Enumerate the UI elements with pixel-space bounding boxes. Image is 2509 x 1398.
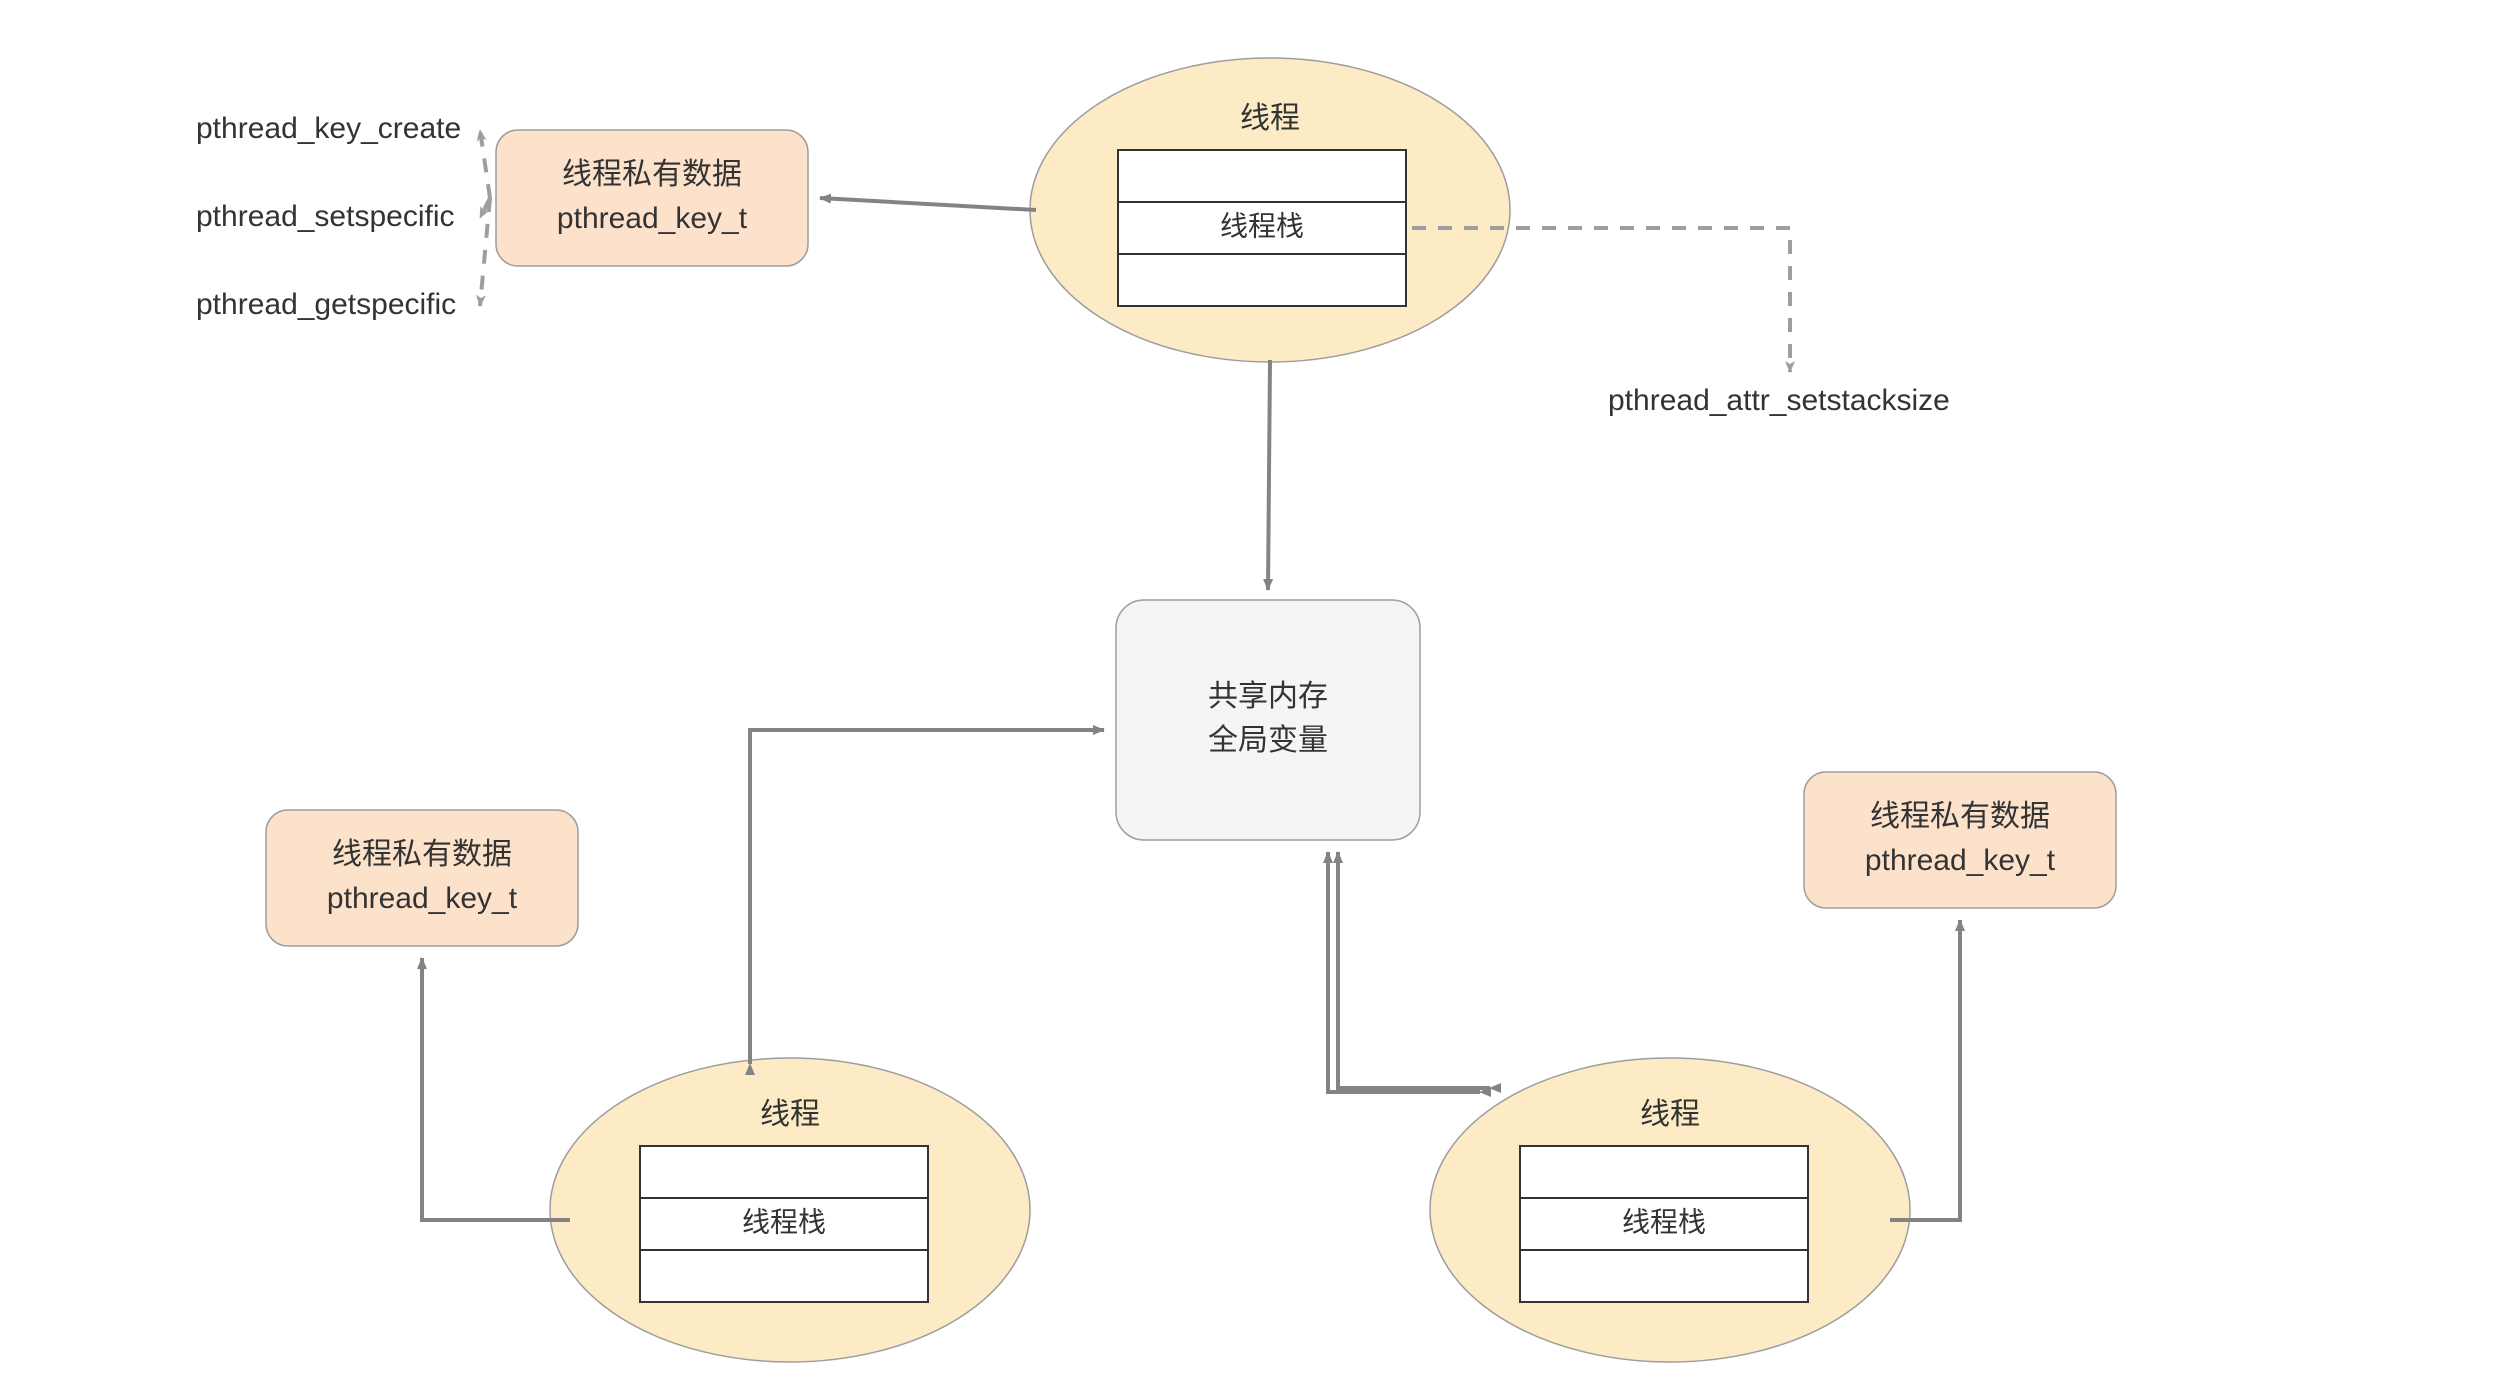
arrow-peach-to-api1 <box>480 130 490 198</box>
stack-row <box>1520 1146 1808 1198</box>
svg-text:线程私有数据: 线程私有数据 <box>332 838 512 871</box>
stack-row <box>640 1250 928 1302</box>
svg-text:线程栈: 线程栈 <box>1622 1206 1706 1237</box>
stack-row <box>1118 150 1406 202</box>
stack-row <box>1118 254 1406 306</box>
arrow-top-thread-to-shared <box>1268 360 1270 590</box>
svg-text:共享内存: 共享内存 <box>1208 680 1328 713</box>
svg-text:线程: 线程 <box>1240 102 1300 135</box>
stack-row <box>1520 1250 1808 1302</box>
thread-private-data-top <box>496 130 808 266</box>
svg-text:pthread_key_t: pthread_key_t <box>1865 844 2056 877</box>
stack-row <box>640 1146 928 1198</box>
arrow-peach-to-api3 <box>480 198 490 306</box>
svg-text:pthread_key_t: pthread_key_t <box>327 882 518 915</box>
arrow-left-thread-to-private <box>422 958 570 1220</box>
svg-text:线程: 线程 <box>1640 1098 1700 1131</box>
arrow-left-thread-to-shared <box>750 730 1104 1064</box>
svg-text:线程栈: 线程栈 <box>742 1206 826 1237</box>
tmp <box>1338 852 1490 1088</box>
svg-text:线程: 线程 <box>760 1098 820 1131</box>
api-pthread-setspecific: pthread_setspecific <box>196 200 455 233</box>
arrow-right-thread-to-shared <box>1328 852 1480 1092</box>
api-pthread-getspecific: pthread_getspecific <box>196 288 456 321</box>
svg-text:线程私有数据: 线程私有数据 <box>1870 800 2050 833</box>
pthread-diagram: 共享内存全局变量线程私有数据pthread_key_t线程私有数据pthread… <box>0 0 2509 1398</box>
svg-text:线程私有数据: 线程私有数据 <box>562 158 742 191</box>
thread-private-data-right <box>1804 772 2116 908</box>
svg-text:pthread_key_t: pthread_key_t <box>557 202 748 235</box>
thread-private-data-left <box>266 810 578 946</box>
arrow-top-thread-to-private <box>820 198 1036 210</box>
api-pthread-attr-setstacksize: pthread_attr_setstacksize <box>1608 384 1950 417</box>
shared-memory-box <box>1116 600 1420 840</box>
svg-text:线程栈: 线程栈 <box>1220 210 1304 241</box>
api-pthread-key-create: pthread_key_create <box>196 112 461 145</box>
svg-text:全局变量: 全局变量 <box>1208 724 1328 757</box>
